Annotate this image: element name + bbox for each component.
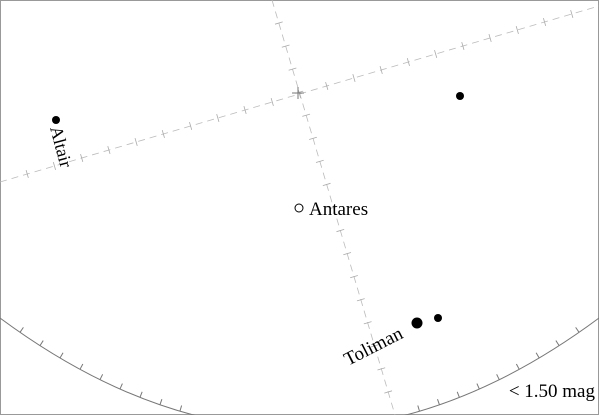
horizon-tick (99, 374, 104, 380)
grid-tick (543, 18, 547, 26)
stars (52, 92, 464, 329)
grid-tick (161, 130, 165, 138)
star-unlabeled-1[interactable] (456, 92, 464, 100)
grid-tick (322, 182, 331, 186)
grid-tick (384, 390, 393, 394)
star-antares[interactable] (294, 203, 304, 213)
horizon-tick (437, 398, 440, 405)
grid-tick (406, 58, 410, 66)
horizon-tick (179, 405, 183, 412)
horizon-arc (0, 317, 599, 415)
horizon-tick (417, 405, 420, 412)
grid-tick (281, 44, 290, 48)
grid-tick (356, 298, 365, 302)
grid-tick (309, 136, 317, 140)
star-unlabeled-2[interactable] (434, 314, 442, 322)
star-toliman[interactable] (411, 317, 423, 329)
grid-tick (343, 252, 352, 256)
label-antares: Antares (309, 199, 368, 220)
horizon-tick (476, 383, 480, 390)
horizon-tick (19, 327, 24, 333)
grid-tick (189, 122, 193, 130)
grid-tick (461, 42, 465, 50)
horizon-tick (515, 363, 520, 370)
horizon-tick (39, 340, 44, 346)
grid-center-cross (292, 87, 304, 99)
horizon-tick (456, 391, 460, 398)
grid-tick (336, 229, 345, 233)
grid-tick (274, 21, 283, 25)
horizon-tick (496, 374, 500, 380)
horizon-tick (159, 398, 163, 405)
grid-tick (107, 146, 111, 154)
grid-tick (488, 34, 492, 42)
horizon-ticks (19, 327, 580, 412)
grid-tick (325, 82, 329, 90)
horizon-tick (535, 352, 540, 359)
horizon-tick (119, 383, 123, 390)
grid-tick (315, 159, 324, 163)
grid-tick (370, 344, 379, 348)
grid-tick (329, 205, 338, 210)
grid-tick (350, 275, 358, 279)
star-altair[interactable] (52, 116, 60, 124)
grid-tick (363, 321, 372, 325)
magnitude-limit-label: < 1.50 mag (509, 381, 596, 402)
horizon-tick (59, 352, 64, 359)
horizon-tick (139, 391, 143, 398)
grid-tick (288, 67, 297, 71)
grid-tick (216, 114, 220, 122)
grid-tick (515, 26, 519, 34)
horizon-tick (555, 340, 560, 346)
grid-tick (134, 138, 138, 146)
grid-tick (302, 113, 311, 117)
grid-tick (52, 162, 56, 170)
grid-tick (352, 74, 356, 82)
horizon-tick (575, 327, 580, 333)
grid-ticks (25, 10, 574, 394)
grid-tick (570, 10, 574, 18)
horizon (0, 317, 599, 415)
grid-tick (25, 170, 29, 178)
grid-tick (270, 98, 274, 106)
grid-tick (297, 90, 302, 98)
grid-tick (434, 50, 438, 58)
grid-tick (243, 106, 247, 114)
grid-tick (377, 367, 386, 371)
grid-tick (379, 66, 383, 74)
grid-tick (80, 154, 84, 162)
horizon-tick (79, 363, 84, 370)
